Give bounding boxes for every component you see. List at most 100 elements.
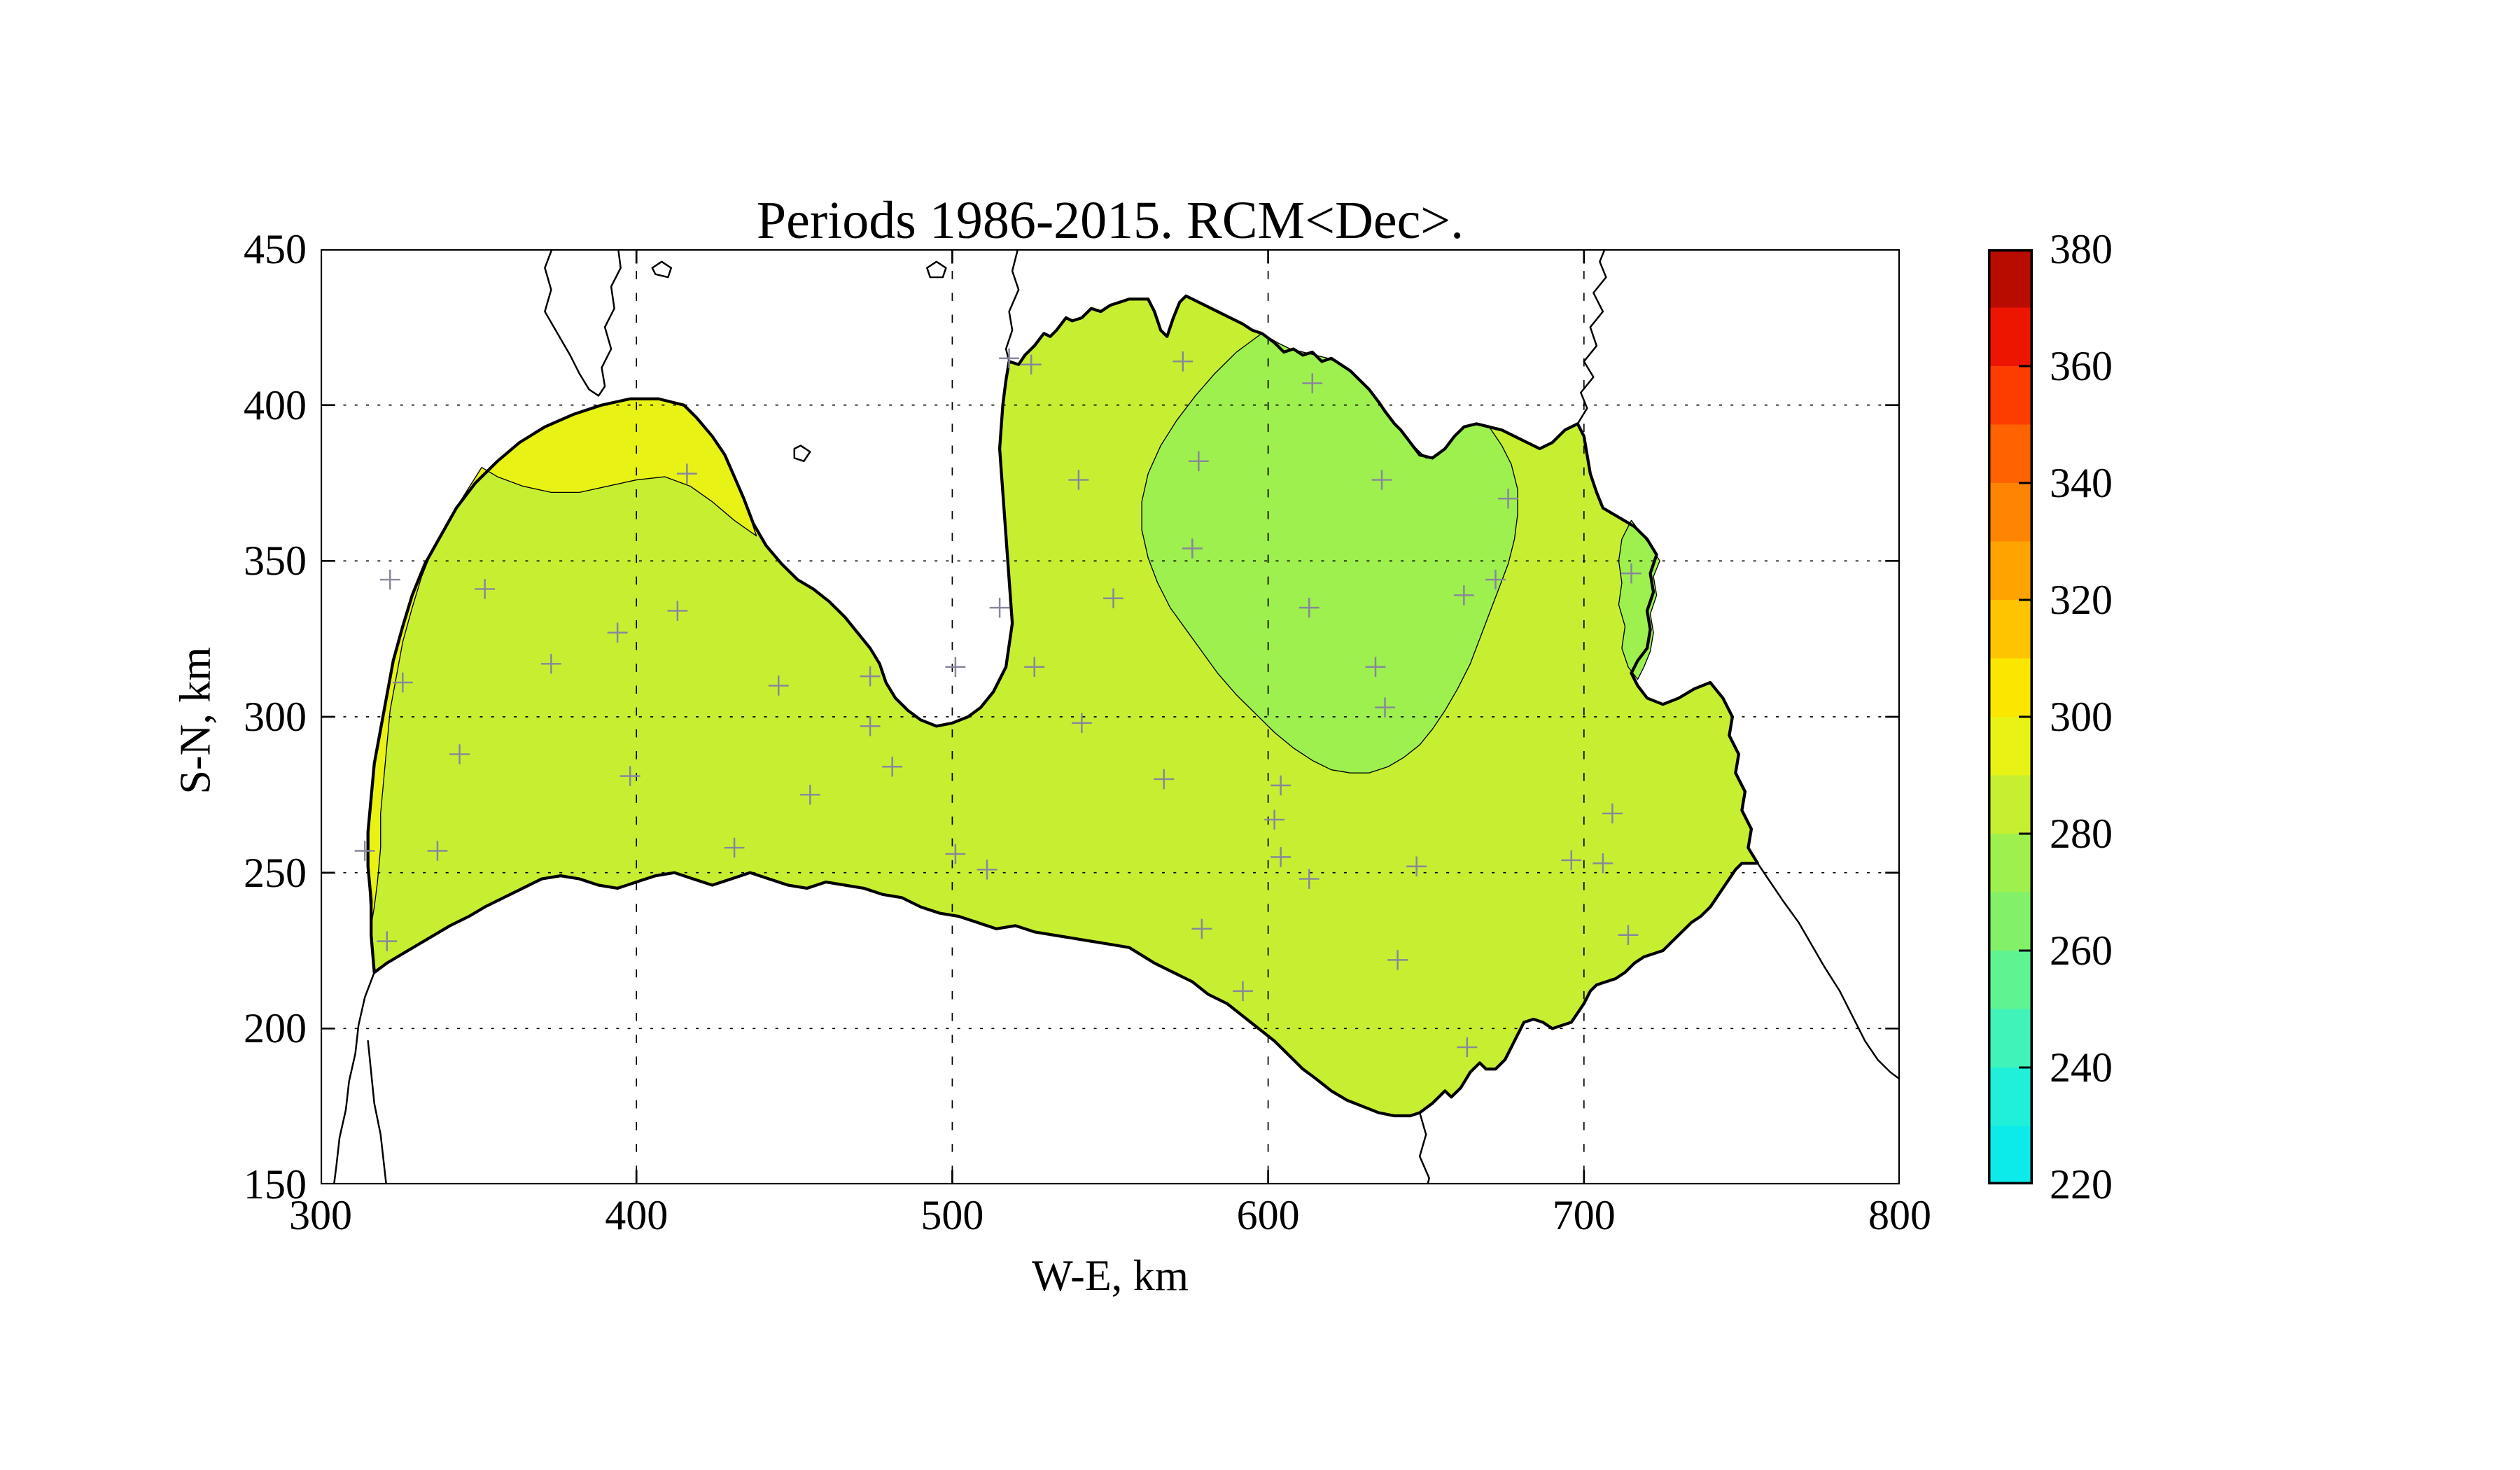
colorbar-segment (1988, 366, 2033, 425)
border-latvia-outline (366, 294, 1760, 1118)
station-marker (882, 757, 903, 777)
station-marker (1371, 470, 1392, 490)
station-marker (1182, 538, 1203, 559)
station-marker (1621, 563, 1642, 584)
colorbar (1988, 249, 2033, 1184)
colorbar-tick-label: 380 (2050, 226, 2113, 272)
colorbar-tick-label: 360 (2050, 343, 2113, 389)
y-tick-label: 450 (244, 226, 307, 272)
colorbar-segment (1988, 951, 2033, 1009)
x-tick-label: 400 (605, 1192, 668, 1238)
station-marker (945, 844, 966, 864)
border-lithuania-inland-line (367, 1040, 387, 1184)
y-tick-label: 200 (244, 1005, 307, 1052)
border-russia-belarus-border (1756, 862, 1900, 1081)
station-marker (1457, 1037, 1478, 1058)
y-tick-label: 300 (244, 694, 307, 740)
colorbar-segment (1988, 717, 2033, 776)
chart-title: Periods 1986-2015. RCM<Dec>. (756, 191, 1464, 250)
colorbar-segment (1988, 483, 2033, 542)
border-lithuania-belarus-border (1418, 1112, 1430, 1184)
colorbar-segment (1988, 249, 2033, 308)
border-lithuania-coast (332, 971, 375, 1184)
x-axis-label: W-E, km (1032, 1252, 1189, 1300)
station-marker (1498, 489, 1518, 509)
station-marker (354, 841, 375, 861)
colorbar-segment (1988, 1068, 2033, 1126)
station-marker (1103, 588, 1124, 609)
station-markers (354, 348, 1642, 1058)
station-marker (1298, 869, 1320, 889)
colorbar-tick-label: 320 (2050, 577, 2113, 623)
y-tick-label: 350 (244, 538, 307, 584)
station-marker (1302, 373, 1323, 393)
x-tick-label: 300 (289, 1192, 352, 1238)
station-marker (607, 622, 628, 643)
station-marker (1387, 950, 1408, 970)
border-islet-kihnu (926, 260, 947, 279)
border-saaremaa-island (544, 249, 622, 397)
map-plot (321, 249, 1900, 1184)
station-marker (667, 601, 688, 621)
y-tick-label: 400 (244, 382, 307, 428)
station-marker (1191, 918, 1212, 939)
colorbar-segment (1988, 541, 2033, 601)
colorbar-segment (1988, 834, 2033, 892)
station-marker (1233, 981, 1253, 1002)
x-tick-label: 600 (1236, 1192, 1300, 1238)
station-marker (989, 597, 1010, 618)
colorbar-segment (1988, 892, 2033, 951)
colorbar-tick-label: 280 (2050, 811, 2113, 857)
station-marker (1406, 856, 1427, 877)
station-marker (999, 348, 1020, 369)
colorbar-tick-label: 300 (2050, 694, 2113, 740)
station-marker (768, 676, 789, 696)
border-estonia-coast (1004, 249, 1020, 363)
station-marker (540, 654, 561, 674)
station-marker (860, 716, 881, 736)
colorbar-segment (1988, 307, 2033, 367)
station-marker (1298, 597, 1320, 618)
station-marker (676, 463, 697, 484)
border-islet-ruhnu (793, 444, 811, 463)
colorbar-tick-label: 260 (2050, 927, 2113, 974)
station-marker (377, 931, 398, 951)
colorbar-segment (1988, 658, 2033, 718)
station-marker (1264, 809, 1285, 830)
station-marker (1485, 569, 1506, 590)
station-marker (620, 766, 640, 786)
station-marker (1172, 351, 1194, 372)
gridlines (321, 249, 1900, 1184)
station-marker (1618, 925, 1639, 945)
y-tick-label: 250 (244, 849, 307, 896)
station-marker (427, 841, 448, 861)
x-tick-label: 800 (1868, 1192, 1931, 1238)
station-marker (1365, 657, 1386, 677)
station-marker (1071, 713, 1092, 734)
station-marker (1270, 847, 1292, 867)
station-marker (1592, 853, 1614, 874)
colorbar-tick-label: 220 (2050, 1161, 2113, 1208)
station-marker (1188, 451, 1209, 472)
station-marker (1453, 585, 1474, 606)
colorbar-tick-label: 340 (2050, 460, 2113, 506)
station-marker (1602, 803, 1623, 824)
station-marker (1270, 775, 1292, 796)
x-tick-label: 500 (920, 1192, 984, 1238)
colorbar-segment (1988, 1009, 2033, 1068)
axes-frame (321, 249, 1900, 1184)
border-islet-abruka (651, 260, 673, 279)
station-marker (379, 569, 400, 590)
station-marker (1024, 657, 1045, 677)
colorbar-segment (1988, 424, 2033, 484)
colorbar-tick-label: 240 (2050, 1044, 2113, 1091)
colorbar-frame (1988, 249, 2033, 1184)
colorbar-segment (1988, 775, 2033, 834)
station-marker (1068, 470, 1089, 490)
station-marker (945, 657, 966, 677)
station-marker (976, 859, 997, 880)
station-marker (475, 579, 496, 599)
colorbar-segment (1988, 600, 2033, 659)
x-tick-label: 700 (1552, 1192, 1616, 1238)
